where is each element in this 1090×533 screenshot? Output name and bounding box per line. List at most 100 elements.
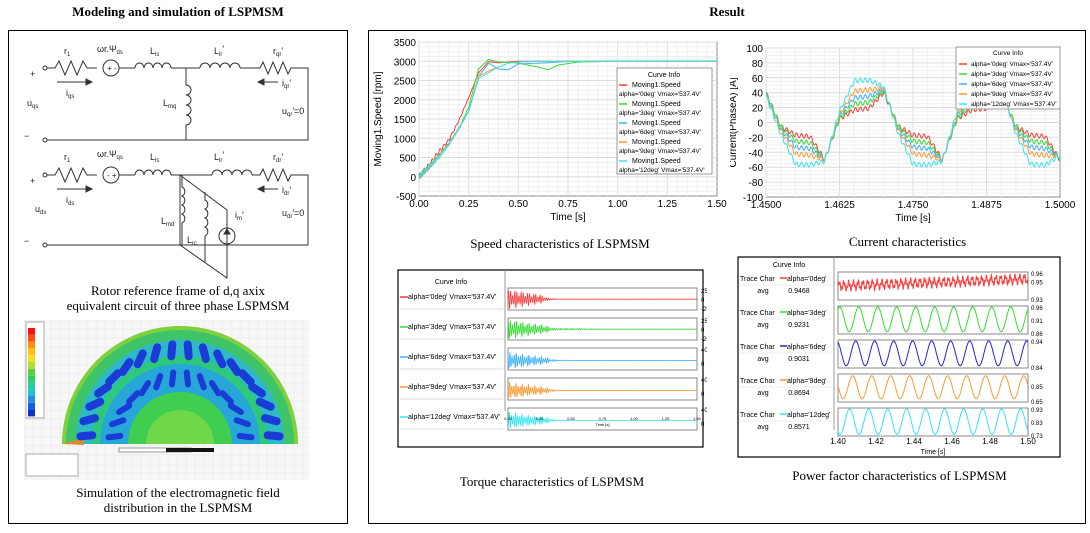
- stator-slot: [76, 431, 97, 441]
- equivalent-circuit-diagram: + - - + + − + − r1 ωr.Ψds Lls Llr′ rqr′ …: [24, 44, 309, 279]
- pf-series-0: [837, 273, 1029, 293]
- y-tick-label: 0: [701, 328, 705, 334]
- legend-series-name: alpha='6deg': [787, 344, 826, 351]
- current-caption: Current characteristics: [848, 234, 967, 249]
- x-tick-label: 1.44: [906, 437, 922, 446]
- x-tick-label: 1.4875: [971, 200, 1002, 211]
- avg-label: avg: [757, 288, 768, 295]
- torque-series-0: [507, 290, 697, 310]
- avg-value: 0.9231: [788, 322, 810, 329]
- legend-series-name: Moving1.Speed: [632, 120, 681, 127]
- x-tick-label: 1.25: [662, 416, 671, 421]
- pf-series-1: [837, 306, 1029, 333]
- legend-box: [616, 67, 713, 175]
- y-tick-label: 1000: [394, 134, 417, 145]
- speed-chart: 0.00 0.25 0.50 0.75 1.00 1.25 1.50 -500 0 500 1000…: [373, 38, 727, 223]
- legend-series-name: alpha='3deg' Vmax='537.4V': [408, 324, 496, 331]
- minus-terminal-d: −: [24, 236, 29, 246]
- y-tick-label: -80: [749, 178, 764, 189]
- y-axis-label: Moving1.Speed [rpm]: [373, 71, 384, 166]
- label-uqr: uqr′=0: [282, 106, 304, 118]
- shaft: [146, 410, 214, 444]
- emf-sign-d: - +: [107, 171, 117, 180]
- y-tick-label: 60: [752, 74, 764, 85]
- legend-title: Curve Info: [773, 262, 805, 269]
- power-factor-caption: Power factor characteristics of LSPMSM: [792, 468, 1007, 483]
- x-tick-label: 1.40: [830, 437, 846, 446]
- legend-series-name: Moving1.Speed: [632, 158, 681, 165]
- avg-label: avg: [757, 356, 768, 363]
- y-tick-label: 0.65: [1031, 400, 1043, 406]
- trace-label: Trace Char: [740, 412, 775, 419]
- torque-panel: [507, 347, 698, 371]
- y-tick-label: 0: [701, 298, 705, 304]
- colorbar-swatch: [28, 334, 35, 342]
- field-caption-line2: distribution in the LSPMSM: [103, 500, 253, 515]
- plus-terminal-d: +: [30, 176, 35, 186]
- torque-series-2: [507, 352, 697, 370]
- x-tick-label: 0.25: [536, 416, 545, 421]
- legend-series-sub: alpha='0deg' Vmax='537.4V': [619, 91, 701, 98]
- legend: Curve Info alpha='0deg' Vmax='537.4V' alph…: [955, 46, 1061, 110]
- stator-slot: [150, 343, 162, 363]
- stator-slot: [198, 343, 210, 363]
- label-lmq: Lmq: [163, 98, 176, 110]
- x-tick-label: 0.00: [409, 199, 429, 210]
- speed-caption: Speed characteristics of LSPMSM: [470, 236, 650, 251]
- rotor-bar: [105, 432, 124, 441]
- y-tick-label: 0: [757, 119, 763, 130]
- legend-series-name: alpha='9deg' Vmax='537.4V': [971, 91, 1053, 98]
- x-tick-label: 1.00: [608, 199, 628, 210]
- pf-series-4: [837, 408, 1029, 435]
- plus-terminal-q: +: [30, 69, 35, 79]
- stator-slot: [85, 397, 105, 411]
- torque-caption: Torque characteristics of LSPMSM: [459, 474, 645, 489]
- legend-title: Curve Info: [648, 72, 680, 79]
- label-iqs: iqs: [66, 88, 74, 100]
- rotor-bar: [227, 402, 244, 416]
- torque-chart: Curve Info alpha='0deg' Vmax='537.4V' 250 0…: [397, 269, 707, 448]
- y-tick-label: 2500: [394, 77, 417, 88]
- x-tick-label: 1.50: [1020, 437, 1036, 446]
- label-iqr: iqr′: [282, 78, 291, 90]
- legend-series-name: alpha='9deg': [787, 378, 826, 385]
- y-tick-label: 0: [410, 173, 416, 184]
- label-rdr: rdr′: [273, 152, 283, 164]
- avg-value: 0.8694: [788, 390, 810, 397]
- y-tick-label: 250: [701, 319, 707, 325]
- legend-series-name: alpha='3deg' Vmax='537.4V': [971, 71, 1053, 78]
- label-lmd: Lmd: [161, 216, 174, 228]
- series-line-4: [418, 60, 717, 180]
- colorbar-swatch: [28, 348, 35, 356]
- y-tick-label: 400: [701, 378, 707, 384]
- torque-series-4: [507, 412, 697, 429]
- y-tick-label: 0.94: [1031, 340, 1043, 346]
- trace-label: Trace Char: [740, 276, 775, 283]
- x-tick-label: 1.00: [630, 416, 639, 421]
- torque-series-1: [507, 320, 697, 339]
- y-tick-label: 0.84: [1031, 366, 1043, 372]
- colorbar-swatch: [28, 368, 35, 376]
- x-tick-label: 0.75: [558, 199, 578, 210]
- label-uqs: uqs: [27, 98, 38, 110]
- current-chart: 1.4500 1.4625 1.4750 1.4875 1.5000 -100 -80 -60…: [730, 44, 1076, 224]
- x-tick-label: 1.48: [982, 437, 998, 446]
- colorbar-swatch: [28, 375, 35, 383]
- stator-slot: [248, 382, 266, 398]
- y-tick-label: -60: [749, 163, 764, 174]
- y-tick-label: 0.83: [1031, 421, 1043, 427]
- legend-series-name: alpha='0deg': [787, 276, 826, 283]
- y-tick-label: 100: [746, 44, 763, 55]
- label-lrc: Lrc: [187, 235, 197, 247]
- stator-slot: [167, 340, 177, 361]
- y-tick-label: 400: [701, 408, 707, 414]
- y-tick-label: 0.73: [1031, 434, 1043, 440]
- rotor-bar: [183, 369, 192, 388]
- stator-slot: [118, 358, 134, 376]
- legend-title: Curve Info: [435, 279, 467, 286]
- circuit-caption-line1: Rotor reference frame of d,q axix: [91, 283, 265, 298]
- legend-series-sub: alpha='12deg' Vmax='537.4V': [619, 167, 705, 174]
- series-line-4: [766, 77, 1061, 168]
- trace-label: Trace Char: [740, 378, 775, 385]
- y-tick-label: -40: [749, 148, 764, 159]
